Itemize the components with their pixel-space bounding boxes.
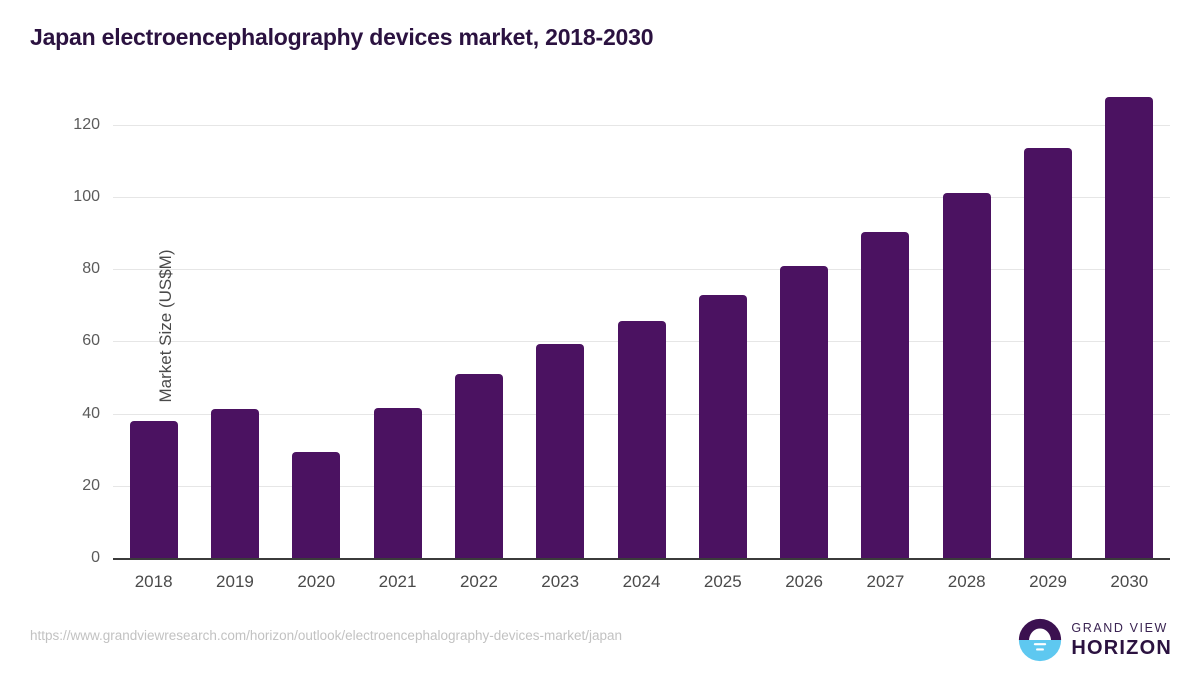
y-tick-label: 120 bbox=[73, 115, 100, 133]
page-title: Japan electroencephalography devices mar… bbox=[30, 24, 654, 50]
y-axis-ticks: 0 20 40 60 80 100 120 bbox=[0, 0, 100, 675]
bar[interactable] bbox=[617, 321, 666, 558]
bar[interactable] bbox=[536, 343, 585, 558]
y-tick-label: 40 bbox=[82, 404, 100, 422]
x-tick-label: 2030 bbox=[1110, 572, 1149, 591]
source-url[interactable]: https://www.grandviewresearch.com/horizo… bbox=[30, 628, 623, 643]
bar[interactable] bbox=[454, 373, 503, 558]
x-tick-label: 2022 bbox=[459, 572, 498, 591]
bar[interactable] bbox=[292, 451, 341, 558]
y-tick-label: 80 bbox=[82, 260, 100, 278]
logo-wordmark: GRAND VIEW HORIZON bbox=[1071, 622, 1172, 659]
gridline bbox=[113, 269, 1170, 271]
y-tick-label: 100 bbox=[73, 188, 100, 206]
logo-line-horizon: HORIZON bbox=[1071, 637, 1172, 660]
bar[interactable] bbox=[1105, 97, 1154, 558]
x-tick-label: 2023 bbox=[541, 572, 580, 591]
x-tick-label: 2018 bbox=[134, 572, 173, 591]
x-tick-label: 2020 bbox=[297, 572, 336, 591]
gridline bbox=[113, 197, 1170, 199]
plot-area: Market Size (US$M) bbox=[113, 96, 1170, 558]
x-tick-label: 2021 bbox=[378, 572, 417, 591]
x-tick-label: 2028 bbox=[947, 572, 986, 591]
bar[interactable] bbox=[780, 266, 829, 558]
bar[interactable] bbox=[861, 232, 910, 558]
x-tick-label: 2024 bbox=[622, 572, 661, 591]
x-tick-label: 2025 bbox=[703, 572, 742, 591]
x-tick-label: 2019 bbox=[216, 572, 254, 591]
y-tick-label: 0 bbox=[91, 549, 100, 566]
grand-view-horizon-logo-icon bbox=[1019, 618, 1062, 662]
y-tick-label: 20 bbox=[82, 476, 100, 494]
logo-line-grand-view: GRAND VIEW bbox=[1071, 620, 1168, 635]
y-axis-title: Market Size (US$M) bbox=[156, 249, 175, 403]
bar[interactable] bbox=[942, 193, 991, 558]
bar[interactable] bbox=[1024, 147, 1073, 558]
x-tick-label: 2026 bbox=[785, 572, 824, 591]
bar[interactable] bbox=[698, 295, 747, 558]
x-tick-label: 2027 bbox=[866, 572, 905, 591]
gridline bbox=[113, 124, 1170, 126]
bar[interactable] bbox=[210, 408, 259, 558]
brand-logo[interactable]: GRAND VIEW HORIZON bbox=[1018, 618, 1172, 662]
bar[interactable] bbox=[373, 407, 422, 558]
x-tick-label: 2029 bbox=[1029, 572, 1067, 591]
bar[interactable] bbox=[129, 420, 178, 558]
x-axis-line bbox=[113, 558, 1170, 560]
y-tick-label: 60 bbox=[82, 332, 100, 350]
